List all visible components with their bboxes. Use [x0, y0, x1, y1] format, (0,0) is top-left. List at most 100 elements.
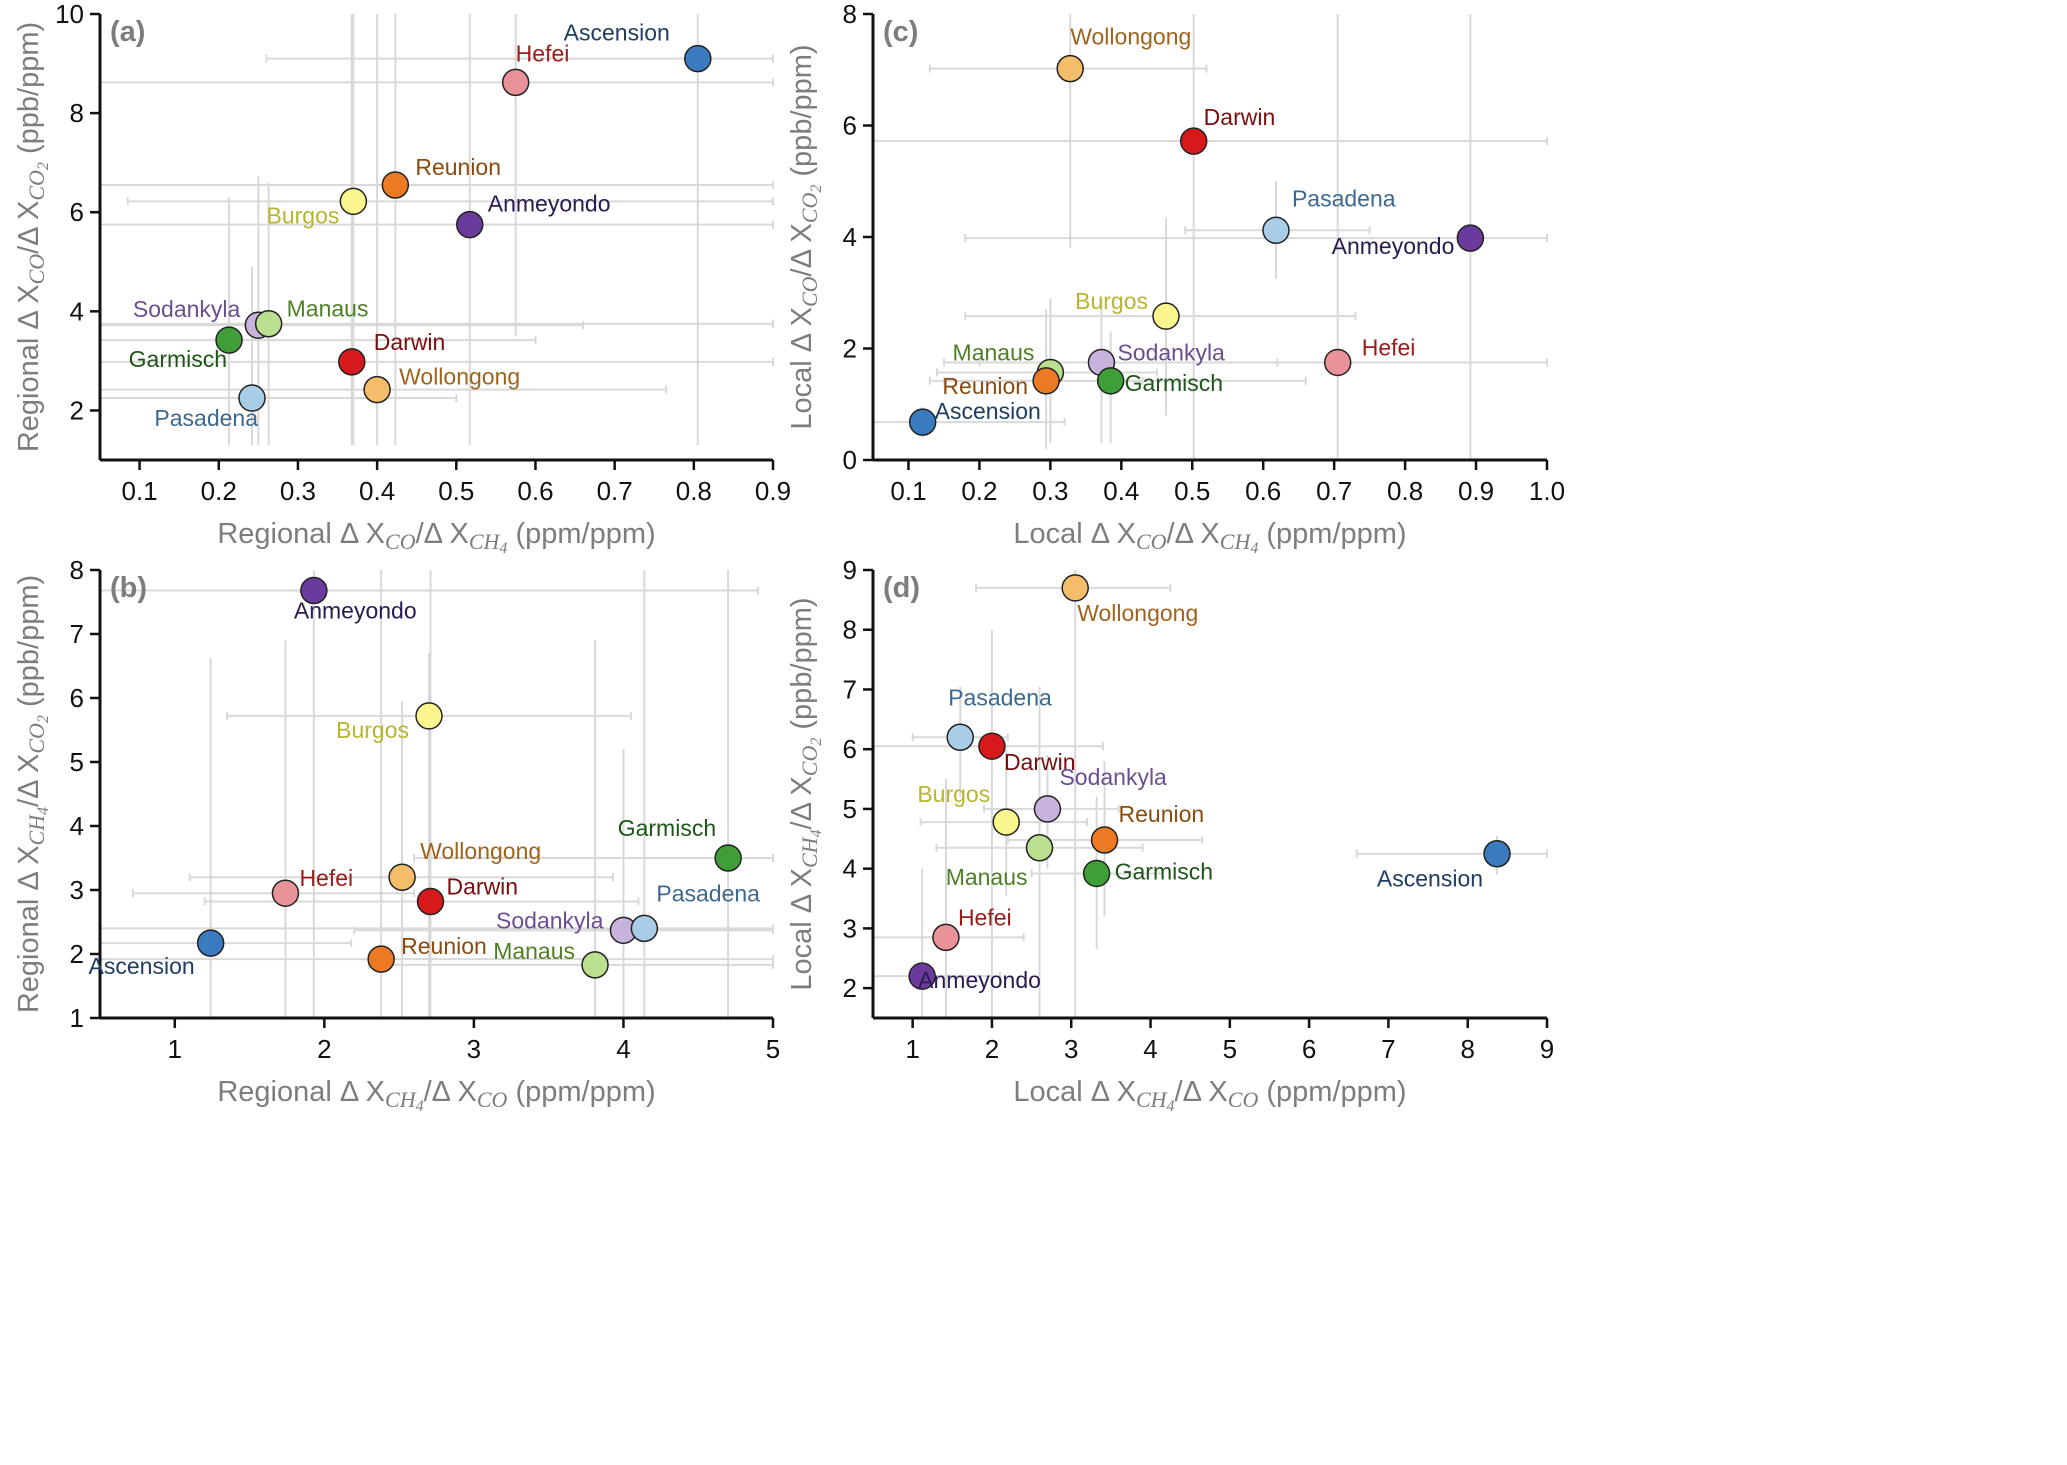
y-tick-label-1: 3	[843, 913, 857, 943]
x-tick-label-8: 9	[1540, 1034, 1554, 1064]
point-reunion	[381, 171, 410, 199]
x-tick-label-2: 3	[467, 1034, 481, 1064]
y-tick-label-1: 2	[70, 939, 84, 969]
axis-label-part-5: 2	[808, 738, 825, 746]
point-reunion	[1090, 826, 1119, 854]
axis-label-part-3: CO	[24, 170, 49, 201]
point-label-reunion: Reunion	[942, 373, 1028, 399]
axis-label-part-3: CO	[797, 193, 822, 224]
point-label-wollongong: Wollongong	[420, 838, 541, 864]
point-burgos	[1152, 302, 1180, 330]
point-label-ascension: Ascension	[564, 20, 670, 46]
axis-label-part-0: Local Δ X	[786, 868, 818, 991]
axis-label-part-3: CH	[469, 529, 501, 554]
axis-label-part-4: 4	[499, 540, 507, 557]
axis-label-part-0: Regional Δ X	[217, 1076, 385, 1108]
axis-label-part-2: /Δ X	[786, 223, 818, 276]
y-tick-label-0: 0	[843, 445, 857, 475]
point-label-reunion: Reunion	[1119, 801, 1205, 827]
point-label-manaus: Manaus	[493, 938, 575, 964]
y-tick-label-5: 7	[843, 674, 857, 704]
point-label-manaus: Manaus	[287, 296, 369, 322]
x-tick-label-5: 0.6	[517, 476, 553, 506]
axis-label-part-1: CH	[797, 836, 822, 868]
axis-label-part-5: (ppm/ppm)	[507, 518, 655, 550]
axis-label-part-6: (ppb/ppm)	[13, 575, 45, 715]
point-label-sodankyla: Sodankyla	[1117, 339, 1225, 365]
axis-label-part-4: 4	[1250, 540, 1258, 557]
x-axis-label: Local Δ XCH4/Δ XCO (ppm/ppm)	[1013, 1076, 1406, 1115]
x-tick-label-3: 0.4	[1103, 476, 1139, 506]
axis-label-part-4: 2	[808, 185, 825, 193]
point-anmeyondo	[1456, 224, 1485, 252]
axis-label-part-0: Regional Δ X	[13, 845, 45, 1013]
axis-label-part-0: Regional Δ X	[13, 284, 45, 452]
point-garmisch	[1082, 859, 1111, 888]
x-tick-label-0: 0.1	[122, 476, 158, 506]
point-label-darwin: Darwin	[1204, 104, 1276, 130]
x-tick-label-0: 0.1	[890, 476, 926, 506]
axis-label-part-3: /Δ X	[1175, 1076, 1228, 1108]
axis-label-part-1: CO	[1136, 529, 1167, 554]
point-label-sodankyla: Sodankyla	[133, 296, 241, 322]
point-label-manaus: Manaus	[946, 864, 1028, 890]
point-label-garmisch: Garmisch	[1125, 370, 1223, 396]
point-sodankyla	[1033, 795, 1062, 823]
point-darwin	[1179, 127, 1208, 155]
x-tick-label-7: 8	[1460, 1034, 1474, 1064]
point-label-pasadena: Pasadena	[656, 880, 760, 906]
x-tick-label-9: 1.0	[1529, 476, 1565, 506]
y-tick-label-3: 6	[843, 111, 857, 141]
point-wollongong	[388, 863, 416, 891]
axis-label-part-3: /Δ X	[786, 776, 818, 829]
x-tick-label-3: 0.4	[359, 476, 395, 506]
point-hefei	[932, 923, 960, 952]
axis-label-part-1: CH	[24, 814, 49, 846]
point-ascension	[1483, 839, 1511, 868]
point-label-hefei: Hefei	[1362, 334, 1416, 360]
point-darwin	[978, 732, 1006, 760]
axis-label-part-3: /Δ X	[424, 1076, 477, 1108]
axis-label-part-0: Regional Δ X	[217, 518, 385, 550]
axis-label-part-1: CO	[797, 276, 822, 307]
axis-label-part-2: 4	[416, 1098, 424, 1115]
y-tick-label-7: 9	[843, 555, 857, 585]
point-burgos	[415, 702, 443, 730]
point-anmeyondo	[456, 210, 484, 239]
x-tick-label-4: 5	[766, 1034, 780, 1064]
x-tick-label-1: 2	[317, 1034, 331, 1064]
axis-label-part-2: 4	[808, 829, 825, 837]
point-label-anmeyondo: Anmeyondo	[1332, 233, 1455, 259]
point-ascension	[684, 44, 712, 73]
y-tick-label-4: 8	[843, 0, 857, 29]
point-pasadena	[946, 723, 974, 752]
point-label-garmisch: Garmisch	[129, 346, 227, 372]
point-label-wollongong: Wollongong	[1077, 600, 1198, 626]
axis-label-part-5: (ppm/ppm)	[1258, 1076, 1406, 1108]
axis-label-part-4: CO	[1228, 1087, 1259, 1112]
point-garmisch	[215, 326, 243, 354]
x-tick-label-8: 0.9	[1458, 476, 1494, 506]
x-tick-label-2: 0.3	[280, 476, 316, 506]
x-axis-label: Regional Δ XCO/Δ XCH4 (ppm/ppm)	[217, 518, 655, 557]
y-tick-label-6: 8	[843, 615, 857, 645]
x-tick-label-8: 0.9	[755, 476, 791, 506]
y-tick-label-2: 4	[843, 222, 857, 252]
x-tick-label-3: 4	[1143, 1034, 1157, 1064]
point-label-pasadena: Pasadena	[154, 405, 258, 431]
x-tick-label-3: 4	[616, 1034, 630, 1064]
point-manaus	[1025, 834, 1054, 862]
point-reunion	[367, 945, 395, 973]
axis-label-part-0: Local Δ X	[1013, 518, 1136, 550]
point-label-darwin: Darwin	[447, 874, 519, 900]
point-pasadena	[238, 384, 266, 412]
point-label-ascension: Ascension	[935, 398, 1041, 424]
point-label-anmeyondo: Anmeyondo	[918, 967, 1041, 993]
axis-label-part-1: CH	[1136, 1087, 1168, 1112]
panel-c: 0.1 0.2 0.3 0.4 0.5 0.6 0.7 0.8 0.9 1.0 0 2 4 6 8 Local…	[786, 0, 1565, 557]
point-label-reunion: Reunion	[401, 933, 487, 959]
point-anmeyondo	[908, 962, 936, 990]
x-tick-label-4: 0.5	[438, 476, 474, 506]
